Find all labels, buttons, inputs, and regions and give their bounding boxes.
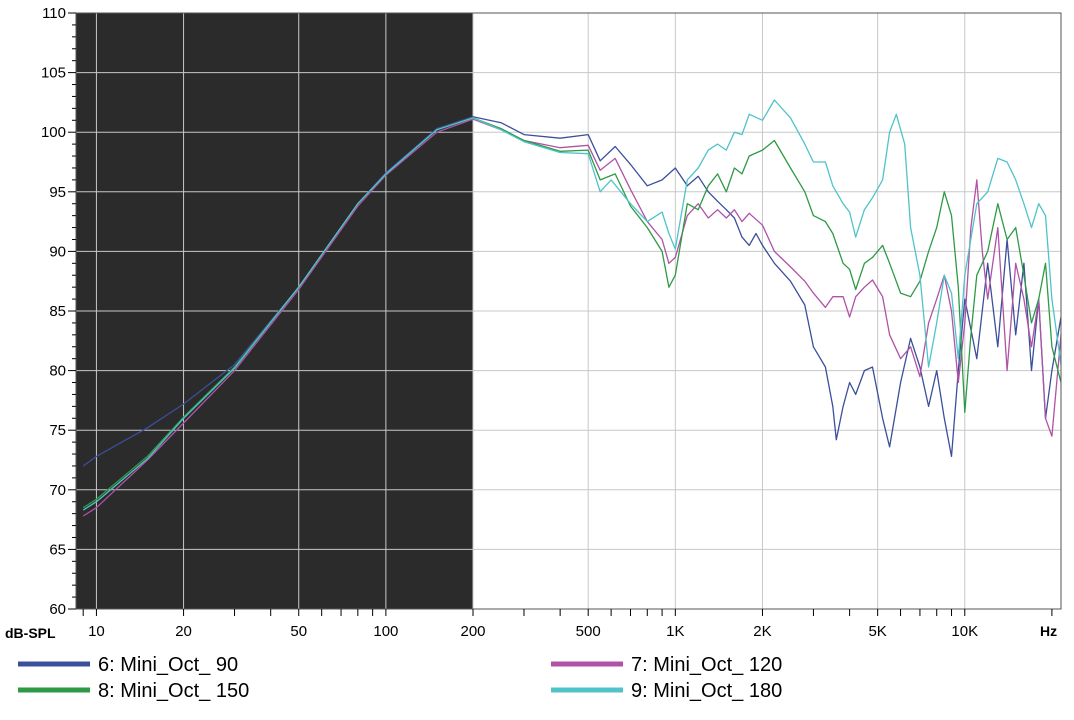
x-tick-label: 1K (666, 623, 684, 640)
x-tick-label: 20 (175, 623, 192, 640)
series-lines (82, 99, 1061, 517)
x-tick-label: 10K (951, 623, 978, 640)
legend-label: 9: Mini_Oct_ 180 (631, 680, 782, 702)
series-line (82, 117, 1061, 509)
legend-label: 6: Mini_Oct_ 90 (98, 654, 238, 676)
gridlines (76, 12, 1061, 610)
y-axis-label: dB-SPL (5, 625, 56, 641)
series-line (82, 116, 1061, 467)
x-tick-label: 200 (460, 623, 485, 640)
axis-ticks: 60 65 70 75 80 85 90 95 100 105 110 10 20 50 100 200 500… (41, 5, 1053, 640)
legend: 6: Mini_Oct_ 90 7: Mini_Oct_ 120 8: Mini_O… (18, 654, 782, 702)
x-tick-label: 100 (373, 623, 398, 640)
y-tick-label: 65 (49, 541, 66, 558)
legend-label: 8: Mini_Oct_ 150 (98, 680, 249, 702)
x-tick-label: 10 (88, 623, 105, 640)
series-line (82, 99, 1061, 511)
legend-label: 7: Mini_Oct_ 120 (631, 654, 782, 676)
y-tick-label: 75 (49, 422, 66, 439)
x-axis-unit: Hz (1040, 623, 1057, 639)
x-tick-label: 2K (753, 623, 771, 640)
y-tick-label: 60 (49, 601, 66, 618)
x-tick-label: 5K (868, 623, 886, 640)
x-tick-label: 500 (576, 623, 601, 640)
y-tick-label: 100 (41, 124, 66, 141)
x-tick-label: 50 (290, 623, 307, 640)
y-tick-label: 105 (41, 65, 66, 82)
y-tick-label: 70 (49, 482, 66, 499)
y-tick-label: 110 (42, 5, 66, 22)
y-tick-label: 80 (49, 363, 66, 380)
y-tick-label: 90 (49, 243, 66, 260)
y-tick-label: 85 (49, 303, 66, 320)
y-tick-label: 95 (49, 184, 66, 201)
